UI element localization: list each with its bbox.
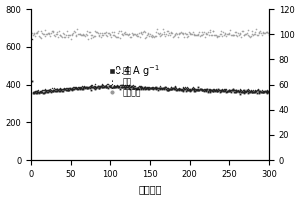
X-axis label: 循环次数: 循环次数	[138, 184, 162, 194]
Legend: 充电, 放电, 库伦效率: 充电, 放电, 库伦效率	[102, 63, 144, 100]
Text: 0.4 A g$^{-1}$: 0.4 A g$^{-1}$	[114, 63, 160, 79]
